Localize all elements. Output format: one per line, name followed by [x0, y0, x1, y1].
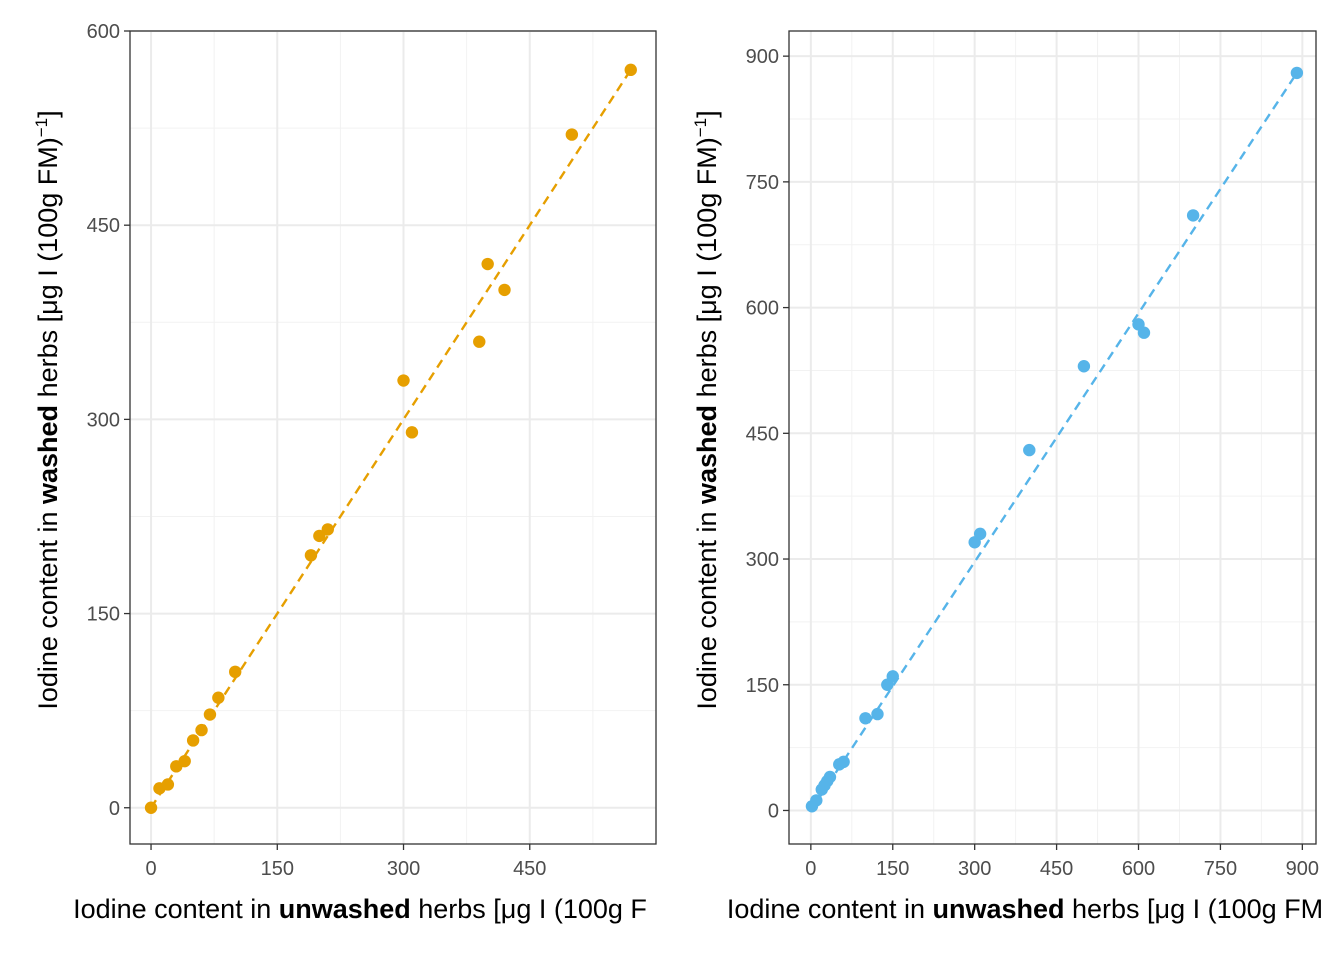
x-tick-label: 750 — [1204, 858, 1237, 880]
x-tick-label: 150 — [876, 858, 909, 880]
data-point-12 — [313, 529, 326, 543]
data-point-9 — [859, 712, 872, 725]
y-tick-label: 150 — [746, 675, 779, 697]
data-point-10 — [871, 707, 884, 721]
y-tick-label: 300 — [746, 549, 779, 571]
y-tick-label: 0 — [109, 798, 120, 820]
y-axis-title-part: ] — [692, 110, 722, 118]
data-point-20 — [1290, 66, 1304, 80]
x-axis-title-part: μ — [1155, 894, 1171, 924]
data-point-16 — [473, 335, 486, 348]
y-axis-title-part: Iodine content in — [692, 504, 722, 710]
data-point-18 — [498, 283, 511, 297]
x-axis-title-part: g I (100g F — [516, 894, 647, 924]
y-axis-title-part: washed — [33, 405, 63, 505]
x-axis-title: Iodine content in unwashed herbs [μg I (… — [727, 894, 1323, 924]
y-axis-title: Iodine content in washed herbs [μg I (10… — [32, 110, 63, 709]
x-axis-title-part: Iodine content in — [73, 894, 279, 924]
data-point-14 — [397, 374, 410, 387]
data-point-8 — [837, 755, 850, 769]
y-tick-label: 150 — [87, 604, 120, 626]
data-point-6 — [186, 734, 200, 747]
y-axis-title-part: g I (100g FM) — [33, 137, 63, 299]
data-point-3 — [161, 778, 175, 791]
y-tick-label: 300 — [87, 409, 120, 431]
data-point-12 — [886, 670, 899, 683]
y-tick-label: 750 — [746, 172, 779, 194]
y-axis-title-part: herbs [ — [33, 314, 63, 405]
trend-line — [150, 69, 632, 809]
x-tick-label: 450 — [1040, 858, 1073, 880]
data-point-14 — [973, 527, 987, 541]
data-point-11 — [304, 549, 318, 562]
x-axis-title-part: herbs [ — [411, 894, 502, 924]
x-tick-label: 0 — [805, 858, 816, 880]
y-tick-label: 600 — [87, 21, 120, 43]
y-axis-title-part: −1 — [32, 118, 51, 137]
x-axis-title-part: g I (100g FM — [1170, 894, 1323, 924]
chart-panel-2: 0 150 300 450 600 750 900 0 150 300 450 600 750 900 Io… — [691, 30, 1323, 924]
data-point-5 — [178, 754, 191, 768]
y-axis-title-part: g I (100g FM) — [692, 137, 722, 299]
y-tick-label: 900 — [746, 46, 779, 68]
data-point-1 — [144, 801, 158, 814]
panel-border — [788, 30, 1317, 845]
x-tick-label: 900 — [1286, 858, 1319, 880]
data-point-7 — [195, 723, 208, 737]
data-point-10 — [229, 665, 242, 679]
y-tick-label: 0 — [768, 800, 779, 822]
trend-line — [809, 72, 1298, 812]
data-point-18 — [1137, 326, 1151, 339]
y-tick-label: 600 — [746, 298, 779, 320]
x-axis-title-part: unwashed — [279, 894, 411, 924]
y-axis-title-part: μ — [692, 299, 722, 315]
x-tick-label: 150 — [261, 858, 294, 880]
data-point-15 — [1023, 443, 1036, 457]
x-tick-label: 0 — [145, 858, 156, 880]
y-axis-title-part: washed — [692, 405, 722, 505]
x-tick-label: 300 — [387, 858, 420, 880]
data-point-9 — [212, 691, 225, 704]
data-point-19 — [1186, 209, 1200, 222]
y-axis-title-part: Iodine content in — [33, 504, 63, 710]
y-axis-title: Iodine content in washed herbs [μg I (10… — [691, 110, 722, 709]
data-point-6 — [823, 770, 837, 784]
panel-border — [129, 30, 657, 845]
x-axis-title-part: Iodine content in — [727, 894, 933, 924]
data-point-17 — [481, 257, 494, 271]
x-axis-title-part: unwashed — [932, 894, 1064, 924]
data-point-19 — [565, 128, 579, 141]
y-tick-label: 450 — [746, 423, 779, 445]
chart-panel-1: 0 150 300 450 0 150 300 450 600 Iodine content in… — [32, 21, 657, 924]
x-tick-label: 450 — [513, 858, 546, 880]
data-point-8 — [203, 708, 217, 721]
y-axis-title-part: ] — [33, 110, 63, 118]
y-axis-title-part: μ — [33, 299, 63, 315]
data-point-16 — [1077, 360, 1091, 373]
x-axis-title-part: herbs [ — [1065, 894, 1156, 924]
data-point-13 — [321, 523, 334, 536]
x-axis-title-part: μ — [501, 894, 517, 924]
data-point-20 — [624, 63, 637, 77]
x-tick-label: 300 — [958, 858, 991, 880]
x-axis-title: Iodine content in unwashed herbs [μg I (… — [73, 894, 647, 924]
x-tick-label: 600 — [1122, 858, 1155, 880]
y-axis-title-part: −1 — [691, 118, 710, 137]
data-point-2 — [810, 794, 823, 807]
data-point-15 — [405, 426, 419, 439]
y-tick-label: 450 — [87, 215, 120, 237]
y-axis-title-part: herbs [ — [692, 314, 722, 405]
